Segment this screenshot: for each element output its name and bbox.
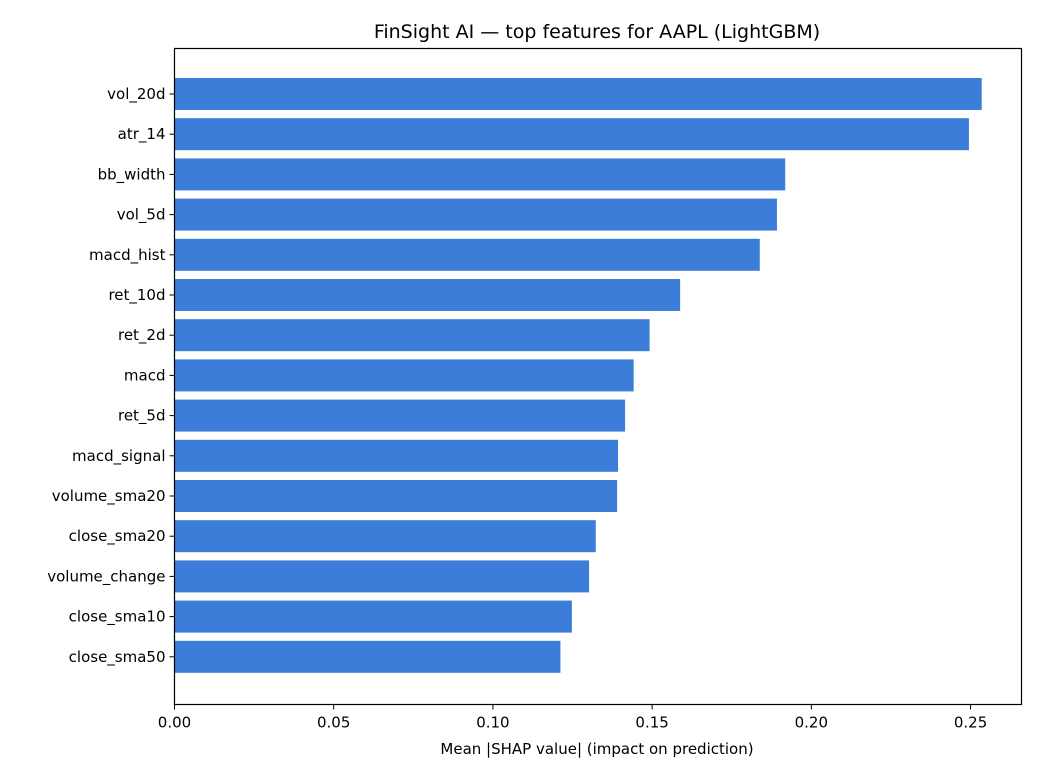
y-tick-label: ret_5d xyxy=(118,407,166,426)
y-axis-ticks: vol_20d atr_14 bb_width vol_5d macd_hist ret_… xyxy=(47,85,175,667)
y-tick-label: ret_2d xyxy=(118,326,166,345)
bar-macd_hist xyxy=(174,238,760,271)
bars-group xyxy=(174,78,982,673)
y-tick-label: macd_signal xyxy=(72,447,165,466)
x-tick-label: 0.15 xyxy=(635,714,668,732)
bar-ret_10d xyxy=(174,279,681,311)
bar-volume_sma20 xyxy=(174,480,618,512)
y-tick-label: bb_width xyxy=(98,165,166,184)
y-tick-label: close_sma20 xyxy=(69,527,166,546)
bar-close_sma20 xyxy=(174,520,596,553)
x-tick-label: 0.20 xyxy=(795,714,828,732)
y-tick-label: macd xyxy=(124,366,166,384)
x-tick-label: 0.10 xyxy=(476,714,509,732)
bar-ret_2d xyxy=(174,319,650,352)
x-axis-label: Mean |SHAP value| (impact on prediction) xyxy=(440,740,753,758)
bar-volume_change xyxy=(174,560,590,593)
y-tick-label: atr_14 xyxy=(118,125,166,144)
y-tick-label: vol_5d xyxy=(117,206,166,225)
x-tick-label: 0.25 xyxy=(954,714,987,732)
bar-macd xyxy=(174,359,634,392)
bar-ret_5d xyxy=(174,399,626,432)
bar-close_sma10 xyxy=(174,600,572,633)
bar-close_sma50 xyxy=(174,640,561,673)
y-tick-label: ret_10d xyxy=(108,286,165,305)
bar-atr_14 xyxy=(174,118,969,151)
x-tick-label: 0.00 xyxy=(158,714,191,732)
x-axis-ticks: 0.00 0.05 0.10 0.15 0.20 0.25 xyxy=(158,704,987,732)
x-tick-label: 0.05 xyxy=(317,714,350,732)
plot-frame xyxy=(173,47,1023,706)
bar-bb_width xyxy=(174,158,786,191)
bar-vol_5d xyxy=(174,198,777,231)
bar-vol_20d xyxy=(174,78,982,110)
y-tick-label: close_sma50 xyxy=(69,648,166,667)
bar-macd_signal xyxy=(174,439,619,472)
y-tick-label: close_sma10 xyxy=(69,608,166,627)
y-tick-label: volume_sma20 xyxy=(52,487,166,506)
chart-title: FinSight AI — top features for AAPL (Lig… xyxy=(374,21,820,43)
y-tick-label: macd_hist xyxy=(89,246,166,265)
y-tick-label: vol_20d xyxy=(107,85,165,104)
y-tick-label: volume_change xyxy=(47,567,165,586)
